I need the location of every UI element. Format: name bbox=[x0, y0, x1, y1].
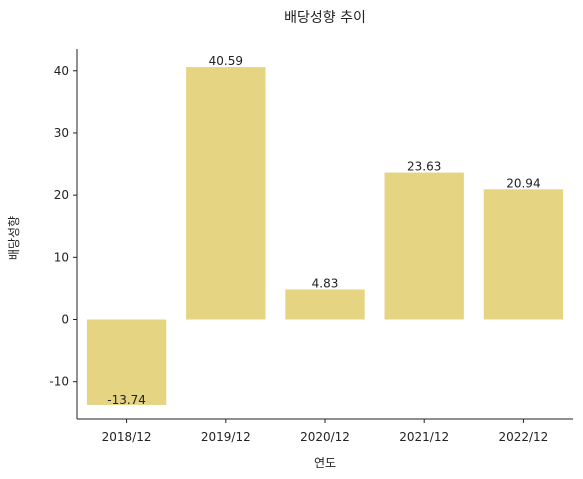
y-tick-label: 40 bbox=[54, 64, 69, 78]
bar-value-label: 40.59 bbox=[209, 54, 243, 68]
y-tick-label: 0 bbox=[61, 313, 69, 327]
y-tick-label: 10 bbox=[54, 250, 69, 264]
bar-2018-12 bbox=[86, 319, 167, 405]
y-tick-label: 20 bbox=[54, 188, 69, 202]
x-tick-label: 2021/12 bbox=[399, 430, 449, 444]
bar-2021-12 bbox=[384, 172, 464, 320]
x-tick-label: 2019/12 bbox=[201, 430, 251, 444]
x-ticks-group: 2018/12 2019/12 2020/12 2021/12 2022/12 bbox=[102, 419, 548, 444]
data-labels-group: -13.74 40.59 4.83 23.63 20.94 bbox=[107, 54, 540, 407]
y-ticks-group: -10 0 10 20 30 40 bbox=[49, 64, 77, 389]
bar-value-label: 20.94 bbox=[506, 176, 540, 190]
y-axis-label: 배당성향 bbox=[7, 216, 21, 260]
x-axis-label: 연도 bbox=[314, 456, 336, 470]
bars-group bbox=[86, 67, 564, 405]
bar-2019-12 bbox=[186, 67, 266, 320]
y-tick-label: 30 bbox=[54, 126, 69, 140]
x-tick-label: 2020/12 bbox=[300, 430, 350, 444]
x-tick-label: 2018/12 bbox=[102, 430, 152, 444]
x-tick-label: 2022/12 bbox=[498, 430, 548, 444]
bar-2020-12 bbox=[285, 289, 365, 320]
y-tick-label: -10 bbox=[49, 375, 69, 389]
bar-value-label: 4.83 bbox=[312, 276, 339, 290]
bar-value-label: -13.74 bbox=[107, 393, 146, 407]
bar-value-label: 23.63 bbox=[407, 160, 441, 174]
bar-2022-12 bbox=[483, 189, 564, 320]
chart-title: 배당성향 추이 bbox=[284, 10, 366, 26]
